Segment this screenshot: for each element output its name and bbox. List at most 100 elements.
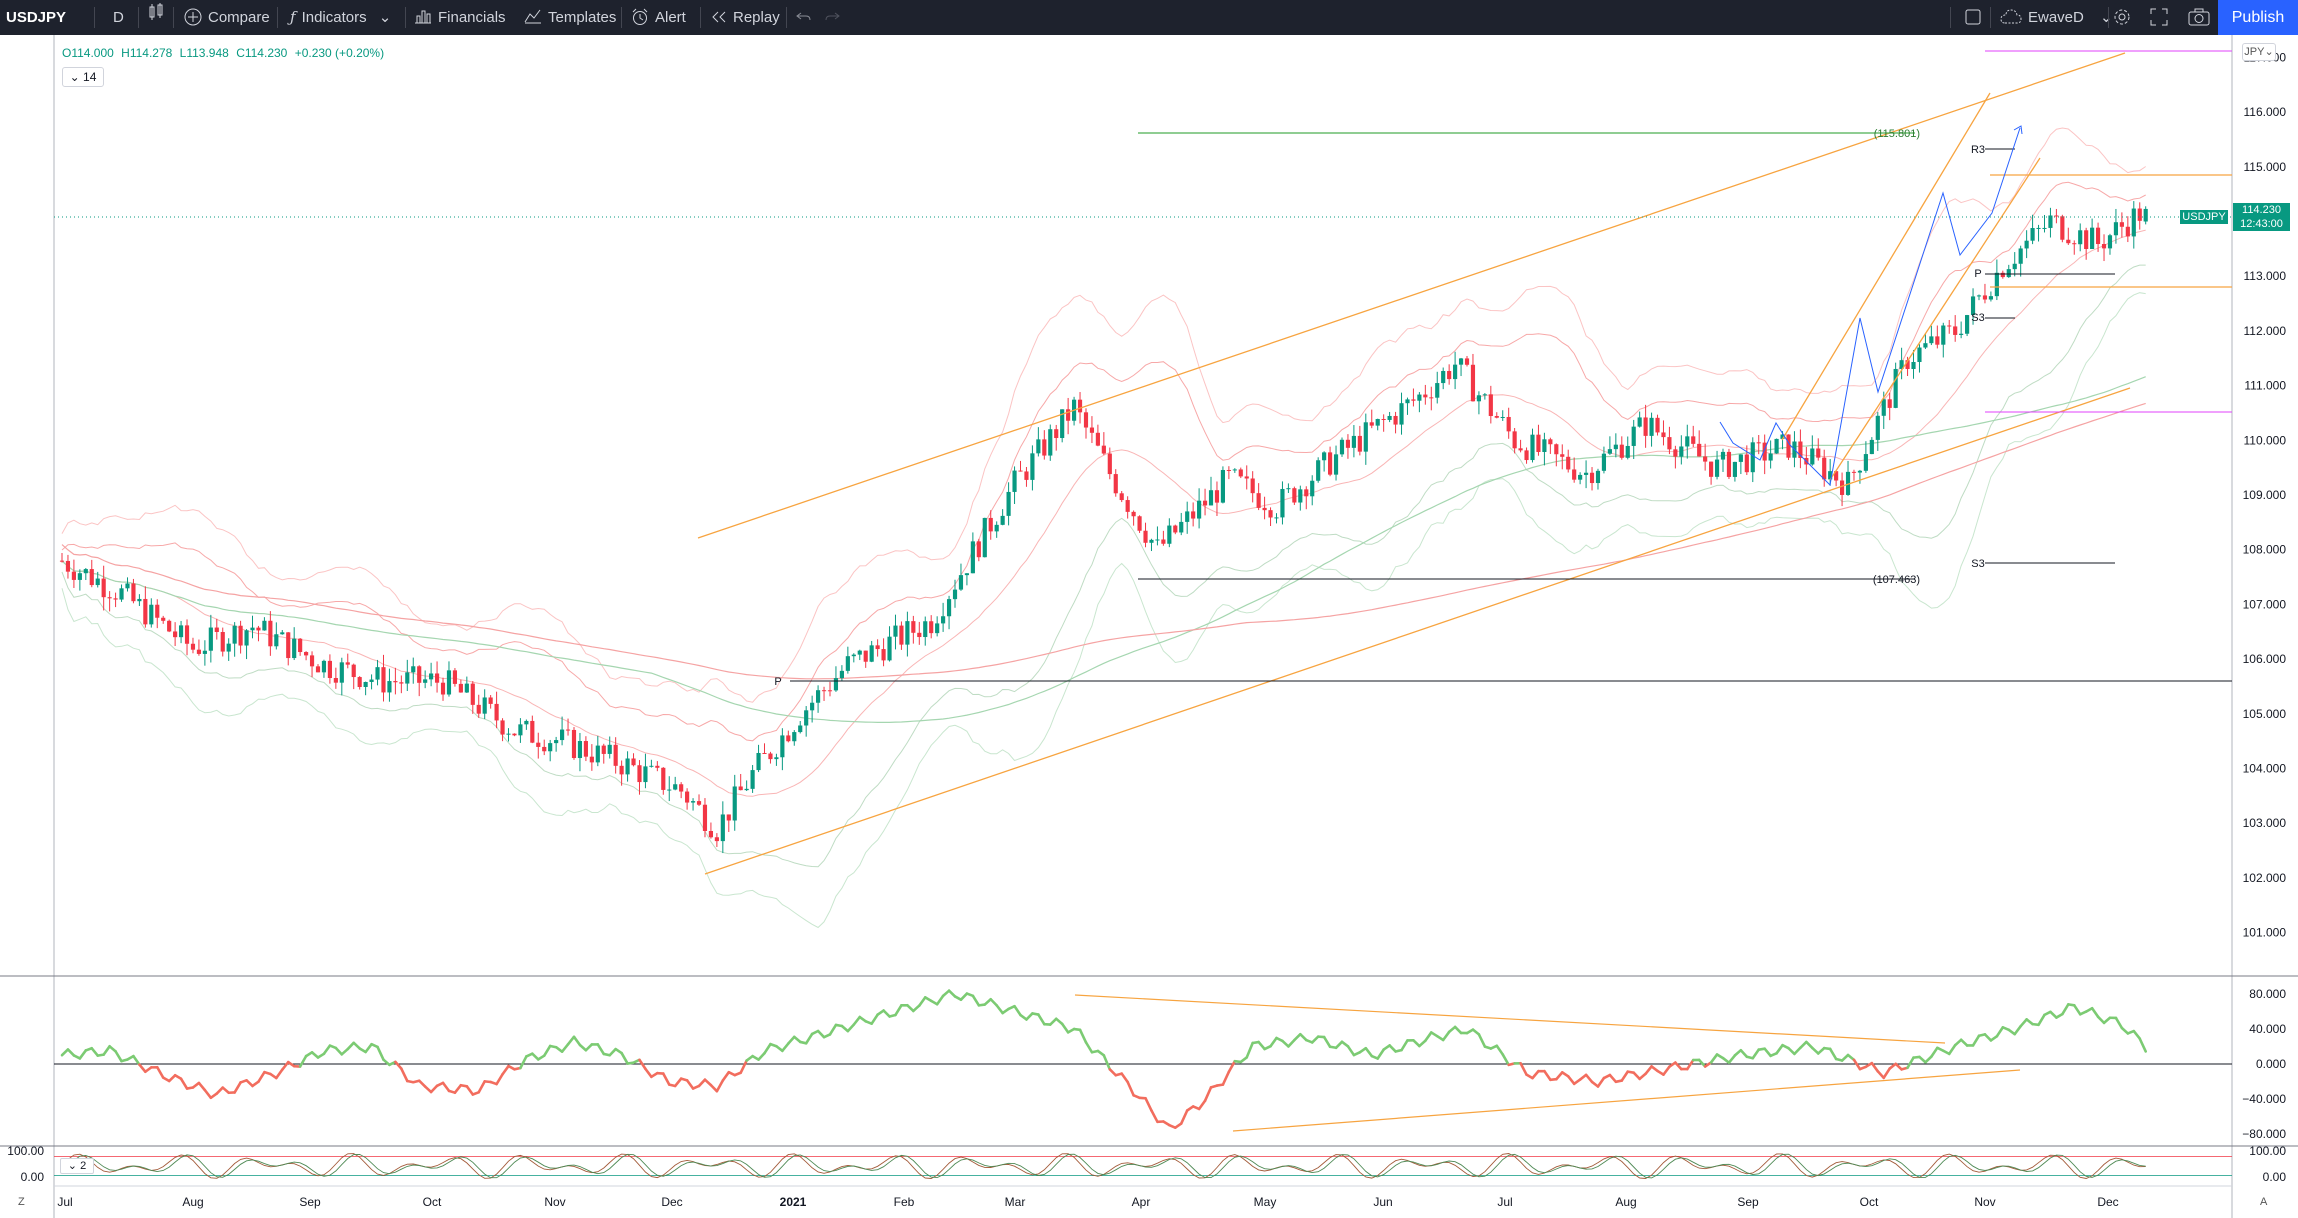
candle-body [333,678,338,683]
candle-body [1774,438,1779,454]
candle-body [911,621,916,633]
level-label: P [1974,268,1981,280]
candle-body [881,649,886,661]
rsi-segment [1924,1055,1933,1064]
auto-scale-button[interactable]: A [2260,1196,2268,1208]
candle-body [262,620,267,631]
candle-body [649,765,654,767]
candle-body [458,683,463,693]
rsi-segment [221,1086,230,1095]
candle-body [1238,469,1243,477]
candle-body [994,524,999,532]
snapshot-button[interactable] [2188,0,2216,35]
alert-button[interactable]: Alert [631,0,686,35]
candle-body [1066,409,1071,421]
compare-button[interactable]: Compare [184,0,270,35]
ma-200-line [61,402,2146,680]
rsi-segment [1971,1034,1981,1047]
candle-body [143,598,148,625]
candle-body [1351,435,1356,448]
candle-body [702,804,708,831]
interval-button[interactable]: D [113,9,124,26]
candle-body [1012,470,1017,492]
rsi-segment [1876,1070,1886,1080]
rsi-segment [1816,1046,1826,1055]
indicator-toggle[interactable]: ⌄ 14 [62,67,104,87]
undo-button[interactable] [796,0,818,35]
rsi-upper-trendline[interactable] [1074,994,1946,1044]
rsi-segment [840,1024,850,1033]
price-tag-symbol: USDJPY [2180,210,2228,224]
financials-button[interactable]: Financials [414,0,506,35]
rsi-segment [917,996,927,1007]
rsi-lower-trendline[interactable] [1232,1069,2021,1132]
settings-button[interactable] [2112,0,2138,35]
rsi-segment [310,1051,320,1059]
time-tick-label: Sep [299,1195,321,1209]
elliott-wave-path[interactable] [1719,127,2021,487]
channel-upper-line[interactable] [697,52,2126,539]
candle-body [964,573,970,576]
rsi-segment [60,1048,70,1057]
rsi-segment [1221,1070,1231,1086]
rsi-segment [1013,1004,1022,1017]
candle-body [309,655,315,667]
steep-channel-upper[interactable] [1781,92,1991,441]
level-label: S3 [1971,558,1984,570]
candle-body [1619,444,1624,458]
candle-body [1488,394,1493,417]
templates-button[interactable]: Templates [524,0,616,35]
rsi-segment [1084,1041,1094,1054]
indicators-label: Indicators [301,9,367,26]
layout-button[interactable] [1964,0,1988,35]
time-tick-label: May [1254,1195,1277,1209]
chart-style-button[interactable] [148,0,170,35]
candle-body [2000,272,2005,278]
candle-body [101,578,106,598]
currency-button[interactable]: JPY⌄ [2242,43,2276,61]
candle-body [77,573,82,580]
candle-body [1947,325,1952,327]
rsi-segment [1197,1099,1207,1111]
rsi-segment [1918,1055,1927,1064]
steep-channel-lower[interactable] [1829,157,2041,481]
fullscreen-button[interactable] [2150,0,2174,35]
candle-body [411,666,416,673]
rsi-segment [167,1073,177,1083]
rsi-segment [2102,1016,2112,1025]
candle-body [2024,240,2029,249]
save-layout-button[interactable]: EwaveD ⌄ [2000,0,2119,35]
drawings[interactable] [54,50,2232,1132]
chart-canvas[interactable]: 101.000 102.000 103.000 104.000 105.000 106.0… [0,35,2298,1218]
replay-button[interactable]: Replay [711,0,780,35]
candle-body [583,741,588,757]
candle-body [1060,409,1065,439]
chevron-down-icon: ⌄ [69,70,80,84]
rsi-segment [1596,1076,1606,1088]
timezone-button[interactable]: Z [18,1196,25,1208]
indicators-button[interactable]: ƒ Indicators ⌄ [290,0,397,35]
time-axis[interactable]: Jul Aug Sep Oct Nov Dec 2021 Feb Mar Apr May Jun Jul… [57,1195,2118,1209]
candle-body [935,623,940,634]
publish-button[interactable]: Publish [2218,0,2298,35]
arrow-head-icon [2013,125,2023,135]
level-labels: P (115.801) (107.463) R3 P S3 S3 [774,128,1985,688]
candle-body [1976,295,1982,297]
redo-button[interactable] [824,0,846,35]
candle-body [482,697,487,714]
rsi-segment [1376,1048,1385,1060]
candle-body [1167,525,1172,544]
candle-body [1155,539,1160,541]
price-axis[interactable]: 101.000 102.000 103.000 104.000 105.000 106.0… [7,50,2286,1184]
candle-body [1131,511,1136,517]
chart-area[interactable]: 101.000 102.000 103.000 104.000 105.000 106.0… [0,35,2298,1218]
rsi-segment [346,1041,356,1051]
symbol-search-button[interactable]: USDJPY [6,9,67,26]
stoch-indicator-toggle[interactable]: ⌄ 2 [60,1158,94,1174]
fullscreen-icon [2150,0,2168,35]
candle-body [274,634,279,647]
channel-lower-line[interactable] [704,387,2131,875]
candle-body [619,765,624,775]
candle-body [286,632,291,659]
outer-lower-band [61,292,2146,929]
